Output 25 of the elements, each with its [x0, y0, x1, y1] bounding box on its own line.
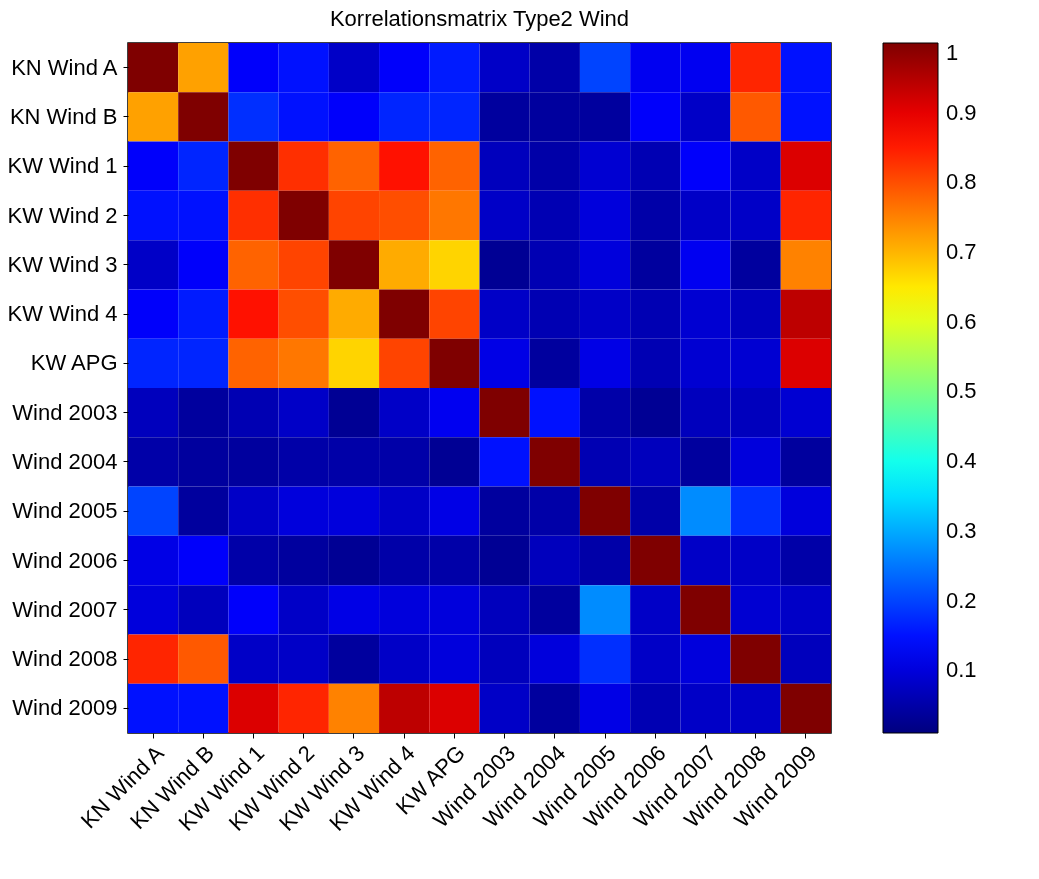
color-bar-label: 0.8	[946, 169, 977, 195]
y-tick-label: KW Wind 3	[7, 251, 118, 277]
y-tick-label: KW Wind 1	[7, 153, 118, 179]
y-tick-label: Wind 2003	[12, 399, 118, 425]
y-tick-label: Wind 2004	[12, 448, 118, 474]
y-tick-label: KW Wind 4	[7, 301, 118, 327]
y-tick-label: Wind 2007	[12, 596, 118, 622]
color-bar-label: 0.3	[946, 517, 977, 543]
color-bar-label: 0.1	[946, 657, 977, 683]
y-tick-label: KN Wind B	[9, 103, 118, 129]
y-tick-label: Wind 2008	[12, 646, 118, 672]
color-bar-label: 0.4	[946, 448, 977, 474]
color-bar-label: 0.2	[946, 587, 977, 613]
chart-title: Korrelationsmatrix Type2 Wind	[329, 6, 630, 31]
color-bar-label: 0.6	[946, 308, 977, 334]
color-bar-label: 1	[946, 40, 959, 65]
color-bar-label: 0.7	[946, 239, 977, 265]
color-bar-label: 0.9	[946, 99, 977, 125]
y-tick-label: KW APG	[30, 350, 118, 376]
color-bar-label: 0.5	[946, 378, 977, 404]
y-tick-label: KW Wind 2	[7, 202, 118, 228]
y-tick-label: KN Wind A	[11, 54, 118, 80]
y-tick-label: Wind 2006	[12, 547, 118, 573]
y-tick-label: Wind 2009	[12, 695, 118, 721]
y-tick-label: Wind 2005	[12, 498, 118, 524]
